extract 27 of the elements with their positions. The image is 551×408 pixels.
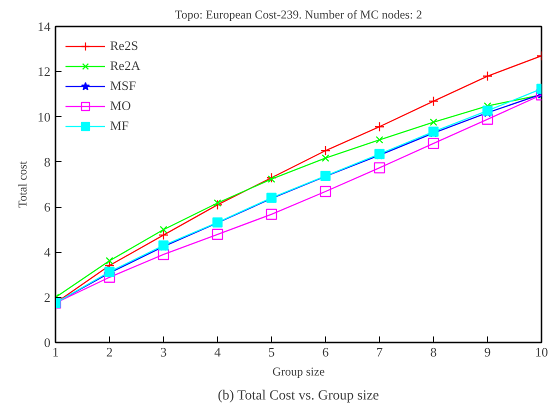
x-tick-label: 2 (106, 344, 113, 360)
y-tick-label: 12 (38, 64, 50, 80)
x-tick-label: 1 (52, 344, 59, 360)
y-tick-label: 14 (38, 19, 51, 34)
x-tick-label: 7 (376, 344, 384, 360)
x-axis-title: Group size (272, 364, 325, 378)
y-tick-label: 10 (38, 109, 50, 124)
legend-label: MF (110, 118, 130, 134)
legend-label: Re2A (110, 58, 140, 74)
legend-label: MSF (110, 78, 136, 94)
y-tick-label: 6 (44, 200, 51, 215)
chart-title: Topo: European Cost-239. Number of MC nodes: 2 (174, 8, 422, 22)
x-tick-label: 3 (160, 344, 167, 360)
text: (b) Total Cost vs. Group size (218, 388, 380, 404)
x-tick-label: 9 (484, 344, 491, 360)
x-tick-label: 5 (268, 344, 275, 360)
x-tick-label: 10 (535, 344, 548, 360)
legend-label: MO (110, 98, 131, 114)
y-axis-title: Total cost (16, 160, 30, 208)
x-tick-label: 4 (214, 344, 222, 360)
x-tick-label: 8 (430, 344, 437, 360)
y-tick-label: 8 (44, 154, 50, 170)
x-tick-label: 6 (322, 344, 330, 360)
y-tick-label: 2 (44, 290, 50, 305)
legend-label: Re2S (110, 38, 138, 54)
y-tick-label: 4 (44, 244, 51, 260)
y-tick-label: 0 (44, 335, 50, 350)
